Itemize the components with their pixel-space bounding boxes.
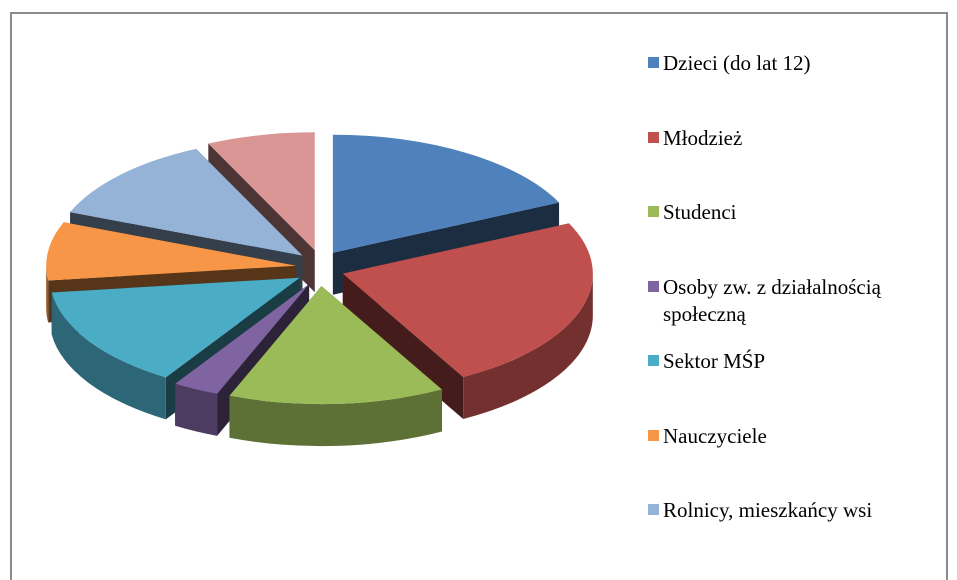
slice [332, 134, 560, 253]
legend-swatch [648, 504, 659, 515]
legend-label: Młodzież [663, 125, 743, 150]
legend-entry: Osoby zw. z działalnością społeczną [648, 274, 943, 328]
legend-entry: Studenci [648, 199, 943, 226]
slice [208, 132, 315, 251]
slice-side [51, 292, 166, 420]
legend-label: Rolnicy, mieszkańcy wsi [663, 498, 873, 522]
legend-entry: Dzieci (do lat 12) [648, 50, 943, 77]
slice [229, 286, 442, 405]
legend-swatch [648, 57, 659, 68]
slice [70, 148, 303, 256]
legend-swatch [648, 131, 659, 143]
legend-entry: Młodzież [648, 125, 943, 152]
slice-side [46, 265, 49, 323]
legend-entry: Rolnicy, mieszkańcy wsi [648, 497, 943, 524]
legend-swatch [648, 429, 659, 441]
slice [51, 277, 300, 378]
legend-swatch [648, 355, 659, 366]
slice-side [229, 389, 442, 447]
legend-label: Studenci [663, 200, 737, 224]
legend-entry: Nauczyciele [648, 423, 943, 450]
slice-side [463, 273, 593, 420]
legend-label: Dzieci (do lat 12) [663, 51, 811, 75]
legend-entry: Sektor MŚP [648, 348, 943, 375]
slice [342, 223, 593, 378]
slice [175, 284, 310, 394]
chart-frame [10, 12, 948, 580]
slice [46, 222, 297, 281]
legend-label: Sektor MŚP [663, 349, 766, 373]
legend-swatch [648, 280, 659, 292]
legend-swatch [648, 206, 659, 217]
slice-side [175, 383, 218, 436]
legend-label: Osoby zw. z działalnością społeczną [663, 274, 881, 326]
legend-label: Nauczyciele [663, 423, 767, 448]
